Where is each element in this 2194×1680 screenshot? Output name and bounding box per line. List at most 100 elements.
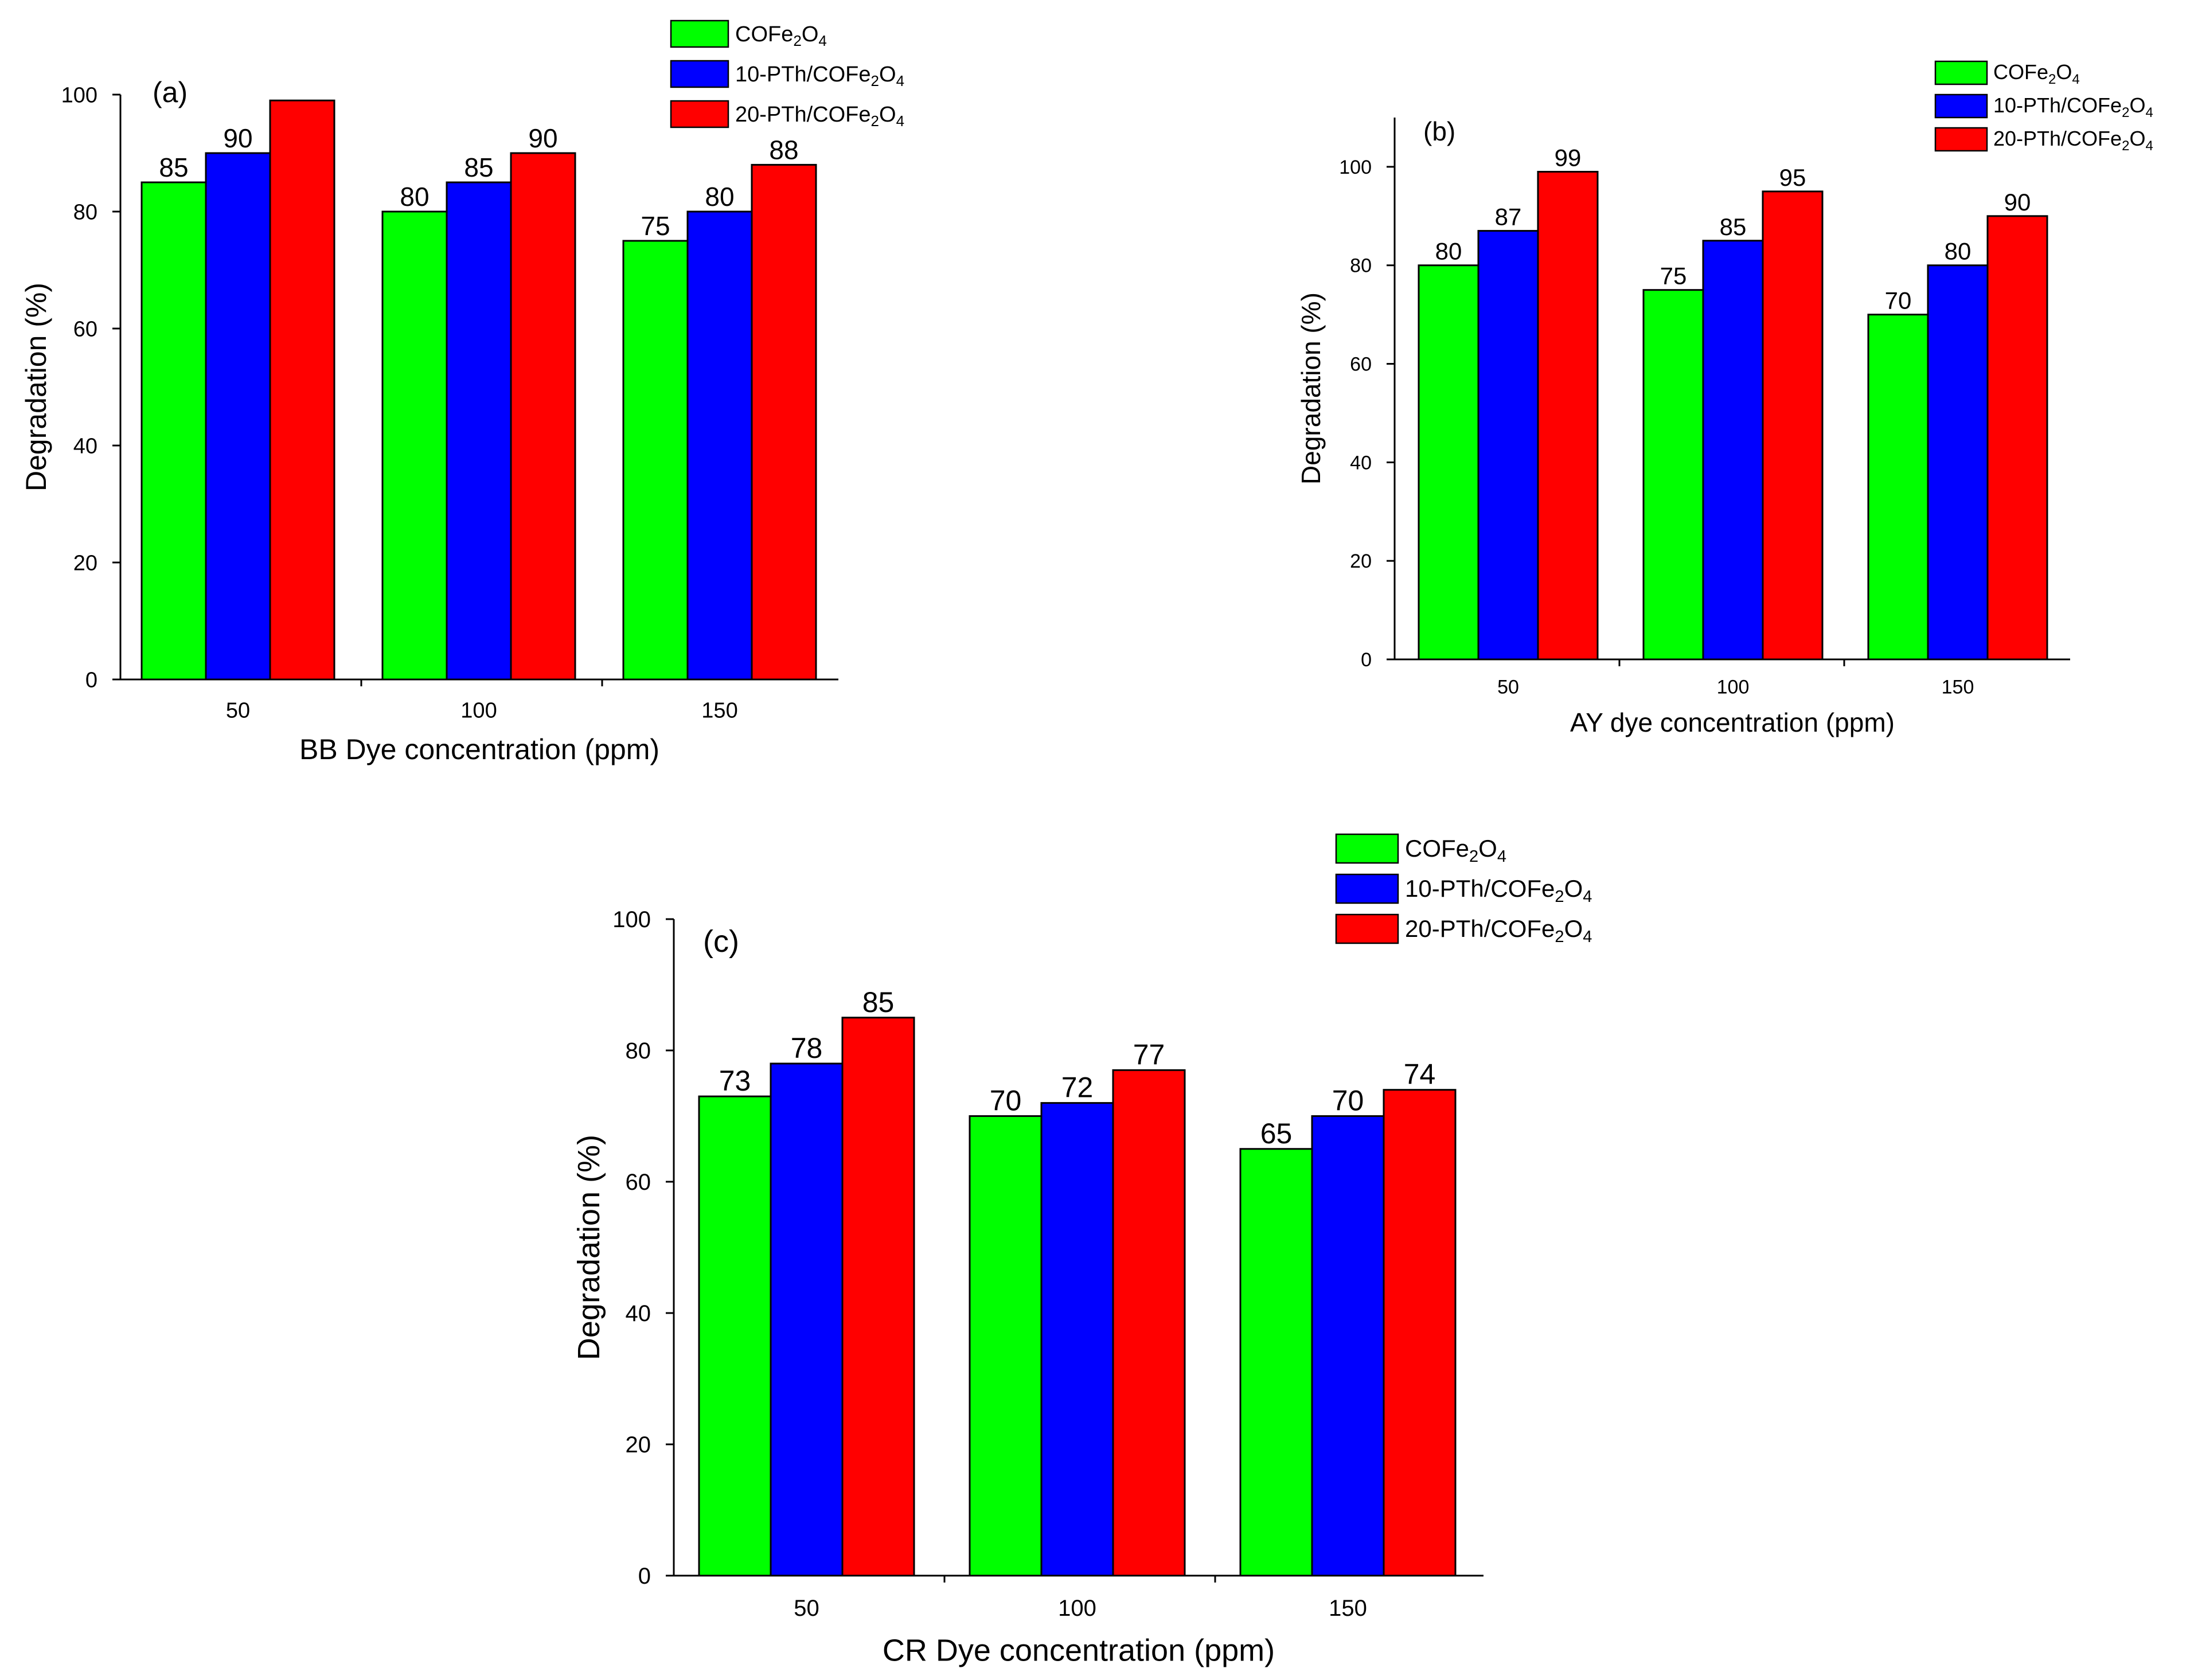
y-tick-label: 0 bbox=[1361, 649, 1372, 671]
legend-text: COFe bbox=[1993, 60, 2048, 84]
legend-subscript: 4 bbox=[2145, 138, 2153, 154]
x-tick-label: 100 bbox=[1717, 677, 1750, 698]
legend-text: 10-PTh/COFe bbox=[1405, 875, 1555, 902]
legend-swatch bbox=[1335, 873, 1399, 904]
bar-value-label: 80 bbox=[705, 182, 734, 212]
y-tick-label: 100 bbox=[1339, 157, 1372, 178]
bar-20-pth-cofe2o4-50 bbox=[269, 99, 335, 681]
x-tick-label: 150 bbox=[701, 699, 737, 723]
legend-swatch bbox=[670, 60, 729, 88]
bar-20-pth-cofe2o4-150 bbox=[751, 163, 817, 681]
bar-20-pth-cofe2o4-50 bbox=[1537, 171, 1599, 661]
x-tick-label: 150 bbox=[1942, 677, 1974, 698]
bar-value-label: 77 bbox=[1133, 1038, 1165, 1070]
y-axis-title: Degradation (%) bbox=[20, 283, 52, 491]
legend-subscript: 2 bbox=[871, 112, 879, 130]
bar-20-pth-cofe2o4-150 bbox=[1986, 215, 2048, 661]
bar-value-label: 87 bbox=[1495, 204, 1522, 230]
y-tick-label: 20 bbox=[626, 1432, 651, 1458]
bar-cofe2o4-50 bbox=[1418, 264, 1479, 661]
y-tick-label: 40 bbox=[626, 1301, 651, 1326]
legend-subscript: 4 bbox=[2145, 105, 2153, 120]
y-tick-label: 20 bbox=[73, 551, 97, 575]
legend-subscript: 2 bbox=[2048, 72, 2056, 87]
legend-entry: 10-PTh/COFe2O4 bbox=[1993, 93, 2153, 120]
bar-10-pth-cofe2o4-150 bbox=[1311, 1115, 1385, 1577]
y-tick-label: 80 bbox=[1350, 255, 1372, 277]
legend-subscript: 4 bbox=[1583, 928, 1592, 946]
x-axis-title: CR Dye concentration (ppm) bbox=[883, 1633, 1275, 1667]
bar-cofe2o4-150 bbox=[1867, 314, 1929, 661]
y-tick-label: 20 bbox=[1350, 550, 1372, 572]
bar-20-pth-cofe2o4-50 bbox=[841, 1017, 915, 1577]
bar-value-label: 80 bbox=[400, 182, 429, 212]
legend-text: 20-PTh/COFe bbox=[735, 103, 871, 127]
legend-swatch bbox=[1934, 127, 1988, 152]
legend-text: 10-PTh/COFe bbox=[735, 62, 871, 87]
legend-subscript: 2 bbox=[793, 32, 801, 49]
legend-swatch bbox=[670, 100, 729, 128]
legend-swatch bbox=[1335, 913, 1399, 944]
legend-entry: 10-PTh/COFe2O4 bbox=[1405, 875, 1592, 906]
x-tick-label: 50 bbox=[1497, 677, 1519, 698]
legend-entry: 20-PTh/COFe2O4 bbox=[1993, 127, 2153, 154]
legend-text: O bbox=[2056, 60, 2072, 84]
legend-entry: COFe2O4 bbox=[1993, 60, 2080, 87]
x-tick-label: 100 bbox=[1058, 1596, 1096, 1621]
legend-subscript: 4 bbox=[896, 72, 904, 89]
legend-swatch bbox=[1934, 60, 1988, 85]
bar-value-label: 70 bbox=[1332, 1085, 1364, 1117]
bar-value-label: 78 bbox=[791, 1032, 823, 1064]
x-tick-label: 50 bbox=[794, 1596, 819, 1621]
bar-cofe2o4-50 bbox=[140, 181, 207, 681]
bar-value-label: 75 bbox=[641, 211, 670, 241]
legend-subscript: 2 bbox=[1555, 928, 1564, 946]
bar-20-pth-cofe2o4-100 bbox=[1762, 190, 1824, 661]
panel-label: (b) bbox=[1423, 116, 1455, 146]
legend-entry: 20-PTh/COFe2O4 bbox=[735, 103, 904, 130]
x-axis-title: AY dye concentration (ppm) bbox=[1570, 708, 1895, 737]
bar-value-label: 90 bbox=[528, 123, 557, 153]
legend-subscript: 2 bbox=[2122, 138, 2129, 154]
y-tick-label: 0 bbox=[638, 1564, 651, 1589]
bar-value-label: 80 bbox=[1435, 238, 1462, 265]
y-tick-label: 0 bbox=[85, 668, 97, 692]
bar-10-pth-cofe2o4-150 bbox=[686, 210, 753, 681]
legend-subscript: 4 bbox=[2072, 72, 2079, 87]
bar-10-pth-cofe2o4-50 bbox=[770, 1062, 844, 1577]
legend-text: 10-PTh/COFe bbox=[1993, 93, 2122, 117]
legend-entry: 10-PTh/COFe2O4 bbox=[735, 62, 904, 89]
bar-value-label: 75 bbox=[1660, 263, 1687, 290]
y-tick-label: 60 bbox=[626, 1170, 651, 1195]
legend-swatch bbox=[1335, 833, 1399, 864]
bar-value-label: 90 bbox=[223, 123, 252, 153]
legend-swatch bbox=[670, 19, 729, 48]
legend-subscript: 2 bbox=[2122, 105, 2129, 120]
bar-value-label: 65 bbox=[1260, 1118, 1293, 1150]
bar-10-pth-cofe2o4-100 bbox=[446, 181, 512, 681]
legend-subscript: 2 bbox=[871, 72, 879, 89]
legend-text: COFe bbox=[1405, 835, 1469, 862]
bar-value-label: 85 bbox=[464, 153, 493, 182]
bar-10-pth-cofe2o4-100 bbox=[1702, 240, 1764, 661]
legend-subscript: 4 bbox=[1583, 888, 1592, 906]
bar-cofe2o4-100 bbox=[1642, 289, 1704, 661]
legend-subscript: 4 bbox=[1497, 847, 1506, 866]
bar-20-pth-cofe2o4-100 bbox=[510, 152, 576, 681]
bar-value-label: 74 bbox=[1404, 1058, 1436, 1091]
bar-10-pth-cofe2o4-50 bbox=[205, 152, 271, 681]
bar-value-label: 88 bbox=[769, 135, 798, 165]
y-tick-label: 40 bbox=[73, 434, 97, 458]
bar-value-label: 72 bbox=[1061, 1072, 1094, 1104]
panel-label: (c) bbox=[703, 924, 739, 959]
legend-text: O bbox=[1478, 835, 1497, 862]
bar-20-pth-cofe2o4-100 bbox=[1112, 1069, 1186, 1577]
x-tick-label: 150 bbox=[1329, 1596, 1367, 1621]
legend-text: COFe bbox=[735, 22, 793, 46]
legend-text: O bbox=[879, 62, 896, 87]
y-tick-label: 60 bbox=[1350, 353, 1372, 375]
legend-text: O bbox=[1564, 875, 1583, 902]
